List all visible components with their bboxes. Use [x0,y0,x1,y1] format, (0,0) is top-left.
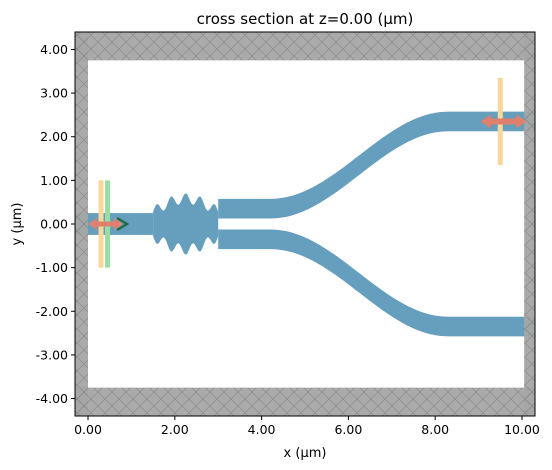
y-axis-label: y (μm) [10,203,25,246]
monitor-polarization-arrow [480,114,527,129]
source-direction-arrow [116,217,130,231]
x-tick-label: 6.00 [334,422,362,437]
plot-area [75,32,535,416]
x-tick-label: 0.00 [74,422,102,437]
pml-region-2 [75,387,535,416]
x-axis-label: x (μm) [284,446,327,461]
x-tick-label: 10.00 [504,422,540,437]
x-tick-label: 8.00 [421,422,449,437]
chart-title: cross section at z=0.00 (μm) [197,10,414,28]
y-tick-label: -3.00 [36,347,68,362]
waveguide-output-arm-1 [218,111,535,219]
source-polarization-arrow [88,218,123,230]
y-axis: 4.00 3.00 2.00 1.00 0.00 -1.00 -2.00 -3.00 -4.00 [36,42,75,406]
x-axis: 0.00 2.00 4.00 6.00 8.00 10.00 [74,416,540,437]
y-tick-label: 2.00 [40,129,68,144]
x-tick-label: 4.00 [248,422,276,437]
pml-region-1 [75,32,535,61]
y-tick-label: 3.00 [40,86,68,101]
y-tick-label: 1.00 [40,173,68,188]
x-tick-label: 2.00 [161,422,189,437]
waveguide-output-arm-2 [218,229,535,337]
waveguide-mmi [153,193,219,255]
y-tick-label: -1.00 [36,260,68,275]
y-tick-label: 4.00 [40,42,68,57]
y-tick-label: 0.00 [40,217,68,232]
y-tick-label: -4.00 [36,391,68,406]
pml-region-3 [75,32,89,416]
y-tick-label: -2.00 [36,304,68,319]
pml-region-4 [524,32,535,416]
